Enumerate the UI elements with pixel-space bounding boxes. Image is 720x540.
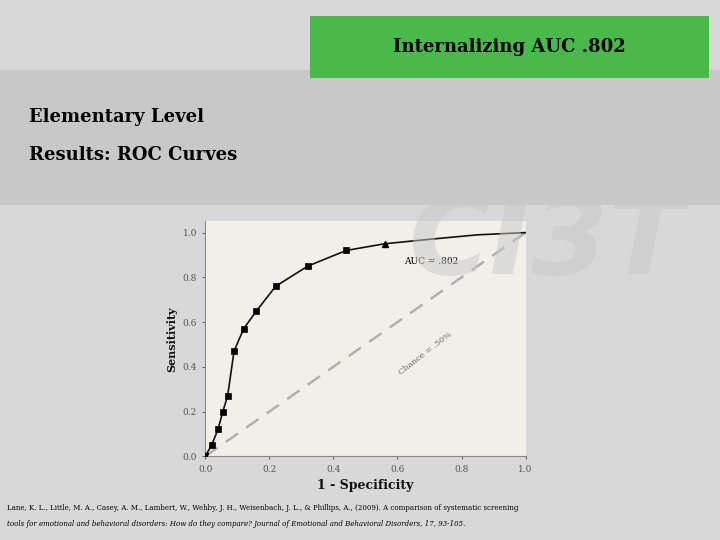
Text: CI3T: CI3T (409, 190, 685, 296)
Text: AUC = .802: AUC = .802 (404, 256, 458, 266)
Text: Elementary Level: Elementary Level (29, 108, 204, 126)
Text: tools for emotional and behavioral disorders: How do they compare? Journal of Em: tools for emotional and behavioral disor… (7, 521, 466, 529)
X-axis label: 1 - Specificity: 1 - Specificity (318, 479, 413, 492)
Text: Lane, K. L., Little, M. A., Casey, A. M., Lambert, W., Wehby, J. H., Weisenbach,: Lane, K. L., Little, M. A., Casey, A. M.… (7, 504, 518, 512)
Text: Chance = .50%: Chance = .50% (397, 330, 454, 376)
Text: Results: ROC Curves: Results: ROC Curves (29, 146, 237, 164)
Y-axis label: Sensitivity: Sensitivity (166, 306, 177, 372)
Text: Internalizing AUC .802: Internalizing AUC .802 (393, 38, 626, 56)
